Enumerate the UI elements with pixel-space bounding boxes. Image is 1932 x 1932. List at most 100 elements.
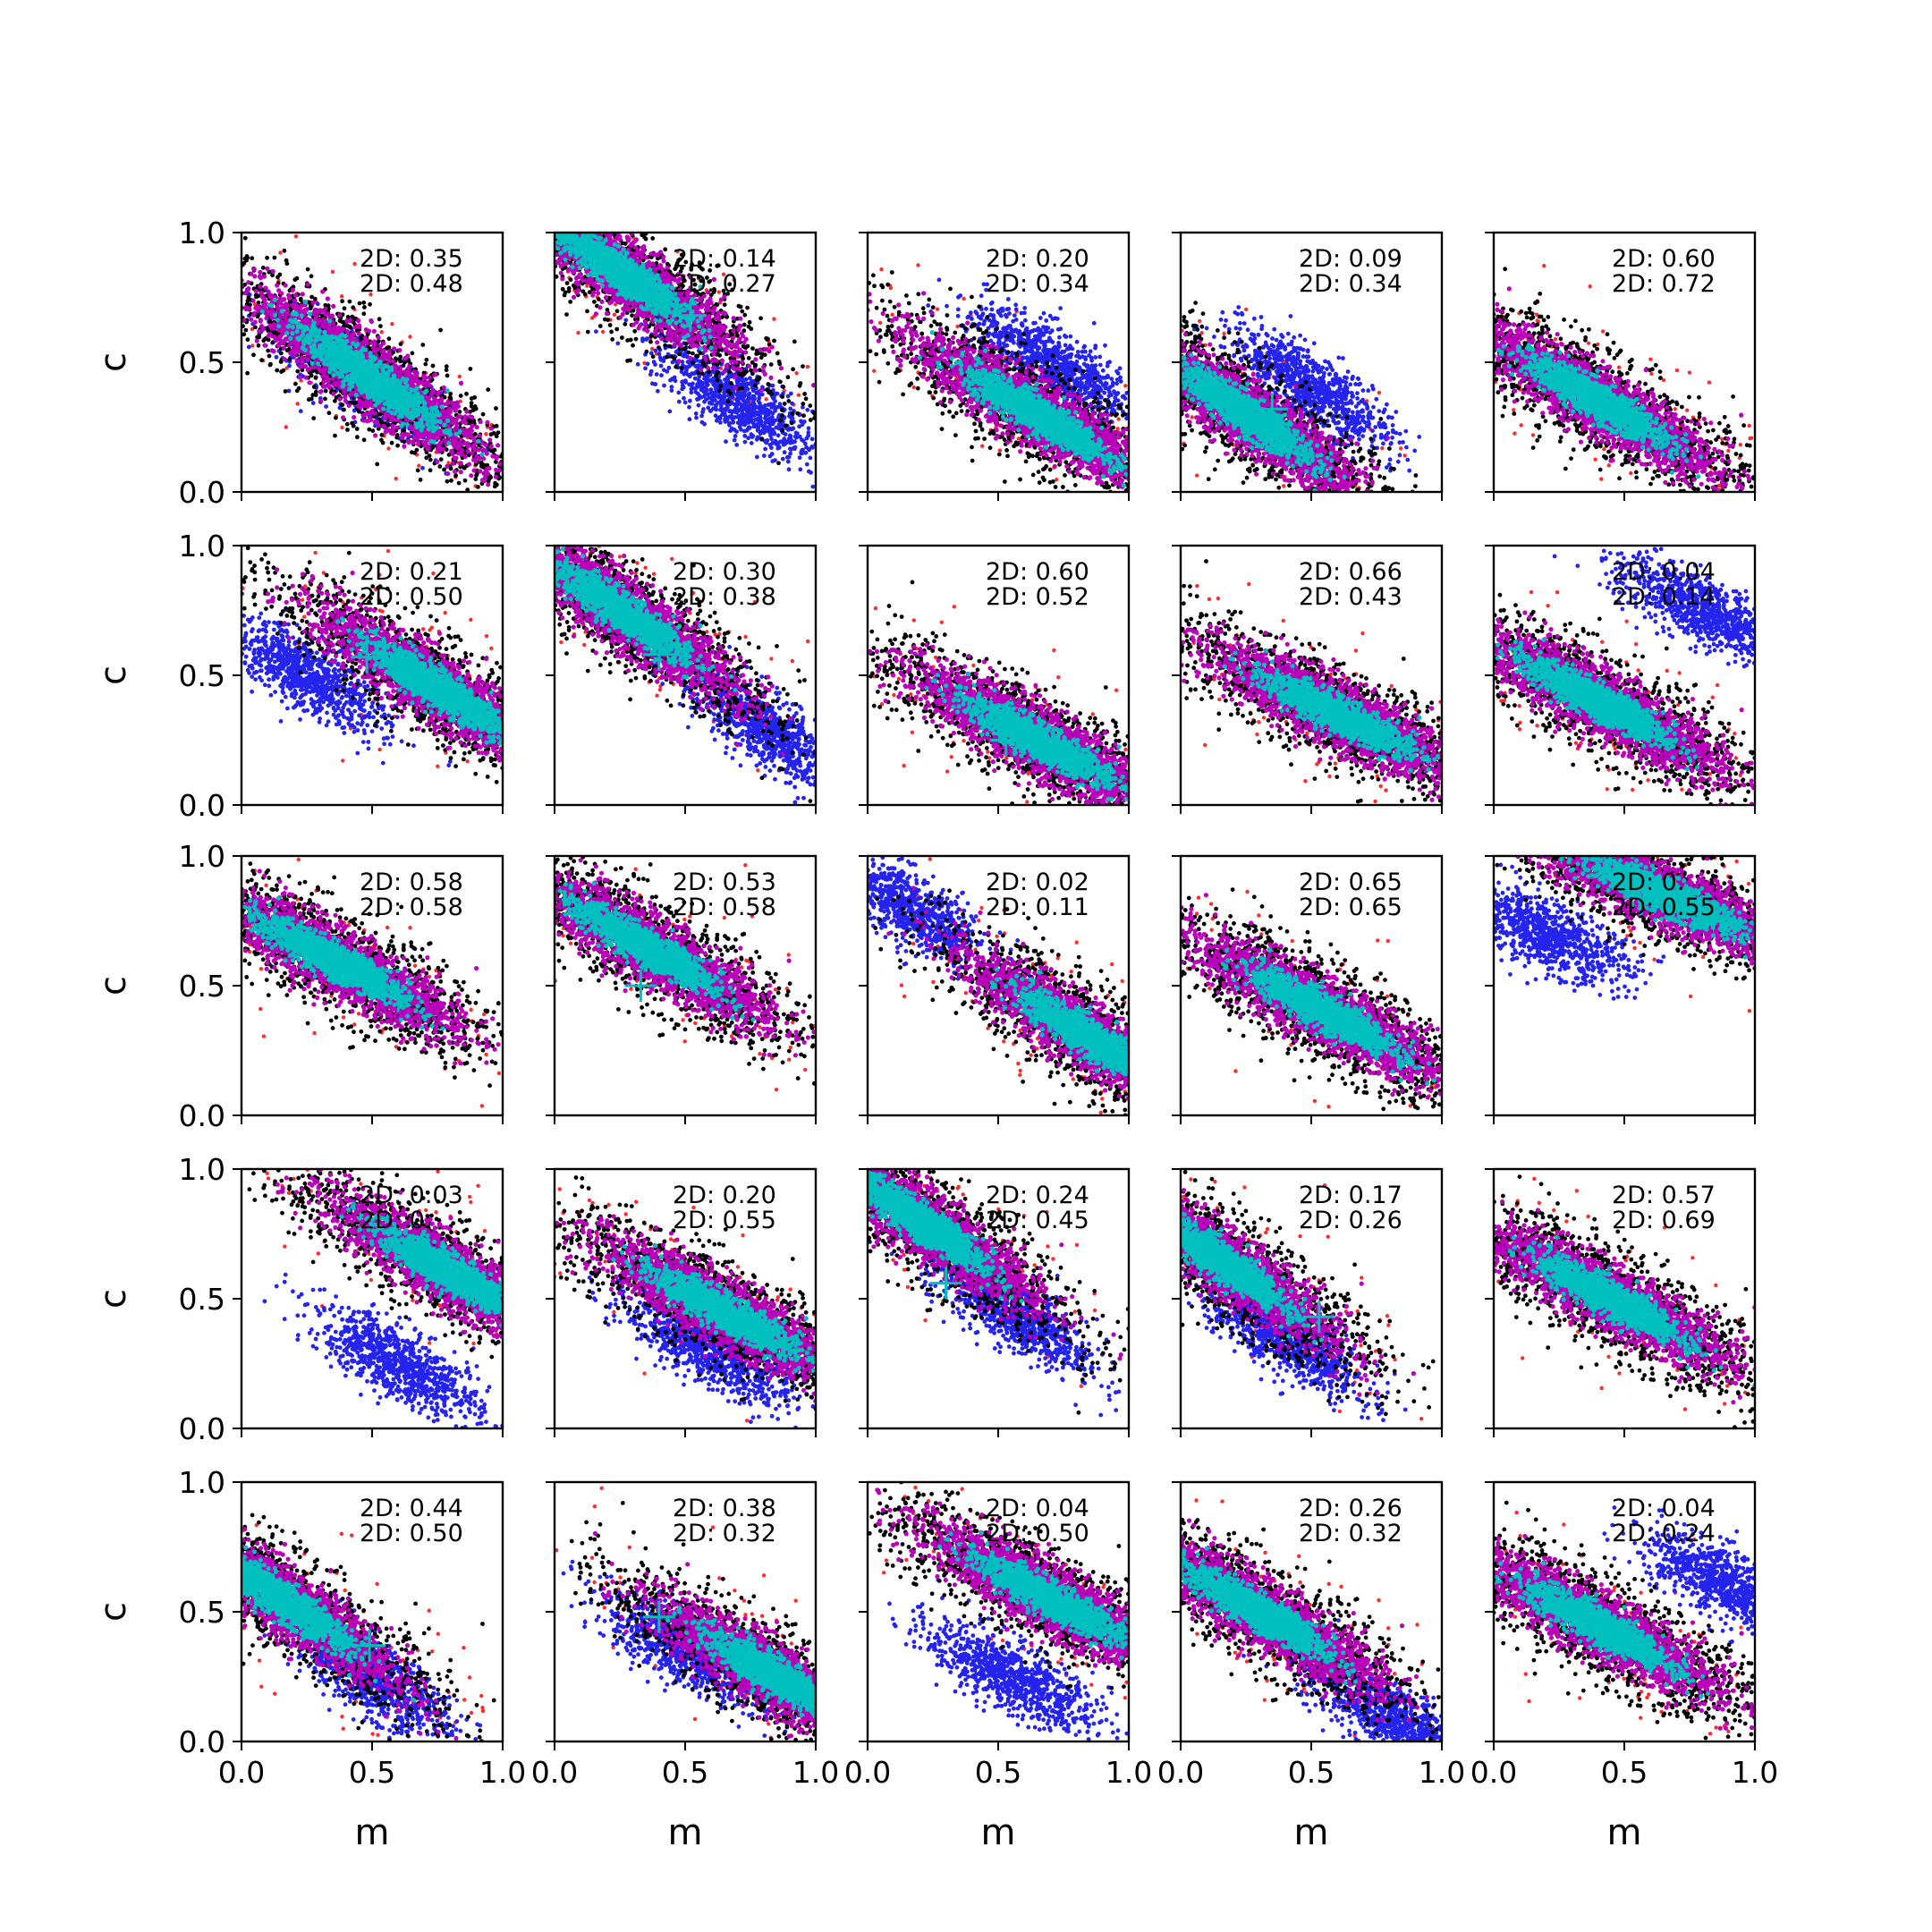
annotation-2d-2: 2D: 0.45 [986, 1207, 1089, 1234]
annotation-2d-1: 2D: 0.60 [986, 558, 1089, 586]
annotation-2d-1: 2D: 0.58 [360, 869, 463, 896]
y-axis-label: c [93, 1602, 134, 1622]
annotation-2d-2: 2D: 0.50 [360, 583, 463, 611]
annotation-2d-1: 2D: 0.02 [986, 869, 1089, 896]
x-tick-label: 0.5 [1601, 1755, 1648, 1790]
y-tick-label: 0.5 [179, 345, 225, 380]
y-tick-label: 1.0 [179, 839, 225, 874]
annotation-2d-1: 2D: 0.30 [673, 558, 776, 586]
scatter-points-8 [868, 580, 1131, 808]
y-tick-label: 0.0 [179, 475, 225, 510]
annotation-2d-2: 2D: 0.48 [360, 270, 463, 298]
annotation-2d-1: 2D: 0.66 [1299, 558, 1402, 586]
annotation-2d-1: 2D: 0. [1612, 869, 1684, 896]
annotation-2d-1: 2D: 0.44 [360, 1495, 463, 1522]
annotation-2d-2: 2D: 0.38 [673, 583, 776, 611]
annotation-2d-1: 2D: 0.03 [360, 1182, 463, 1209]
y-tick-label: 1.0 [179, 1152, 225, 1187]
y-axis-label: c [93, 352, 134, 372]
x-tick-label: 0.0 [531, 1755, 578, 1790]
annotation-2d-2: 2D: 0.27 [673, 270, 776, 298]
annotation-2d-2: 2D: 0.32 [1299, 1520, 1402, 1547]
annotation-2d-2: 2D: 0.55 [673, 1207, 776, 1234]
annotation-2d-1: 2D: 0.04 [986, 1495, 1089, 1522]
x-axis-label: m [981, 1812, 1016, 1853]
x-tick-label: 0.5 [975, 1755, 1021, 1790]
annotation-2d-2: 2D: 0.11 [986, 894, 1089, 921]
scatter-points-21 [239, 1513, 496, 1743]
annotation-2d-2: 2D: 0.50 [986, 1520, 1089, 1547]
annotation-2d-2: 2D: 0.58 [673, 894, 776, 921]
x-tick-label: 0.0 [218, 1755, 265, 1790]
annotation-2d-1: 2D: 0.65 [1299, 869, 1402, 896]
subplot-15: 2D: 0.2D: 0.55 [1485, 853, 1758, 1124]
annotation-2d-1: 2D: 0.26 [1299, 1495, 1402, 1522]
y-tick-label: 0.0 [179, 1098, 225, 1133]
annotation-2d-2: 2D: 0.55 [1612, 894, 1716, 921]
annotation-2d-1: 2D: 0.20 [673, 1182, 776, 1209]
x-tick-label: 0.0 [844, 1755, 891, 1790]
scatter-points-5 [1491, 264, 1755, 494]
annotation-2d-1: 2D: 0.21 [360, 558, 463, 586]
annotation-2d-2: 2D: 0.65 [1299, 894, 1402, 921]
annotation-2d-1: 2D: 0.53 [673, 869, 776, 896]
x-tick-label: 1.0 [1732, 1755, 1778, 1790]
annotation-2d-2: 2D: 0.58 [360, 894, 463, 921]
annotation-2d-1: 2D: 0.04 [1612, 1495, 1716, 1522]
annotation-2d-2: 2D: 0.14 [1612, 583, 1716, 611]
y-tick-label: 0.5 [179, 1595, 225, 1630]
annotation-2d-1: 2D: 0.09 [1299, 245, 1402, 273]
x-tick-label: 0.5 [1288, 1755, 1335, 1790]
y-axis-label: c [93, 665, 134, 685]
x-tick-label: 0.5 [662, 1755, 708, 1790]
x-axis-label: m [668, 1812, 703, 1853]
y-tick-label: 1.0 [179, 529, 225, 564]
annotation-2d-1: 2D: 0.24 [986, 1182, 1089, 1209]
y-tick-label: 0.0 [179, 788, 225, 823]
x-tick-label: 0.5 [349, 1755, 395, 1790]
annotation-2d-2: 2D: 0.34 [986, 270, 1089, 298]
annotation-2d-2: 2D: 0.72 [1612, 270, 1716, 298]
y-tick-label: 0.5 [179, 658, 225, 693]
annotation-2d-2: 2D: 0.69 [1612, 1207, 1716, 1234]
x-axis-label: m [355, 1812, 390, 1853]
annotation-2d-1: 2D: 0.60 [1612, 245, 1716, 273]
annotation-2d-1: 2D: 0.20 [986, 245, 1089, 273]
y-tick-label: 1.0 [179, 216, 225, 250]
x-axis-label: m [1294, 1812, 1329, 1853]
annotation-2d-2: 2D: 0.32 [673, 1520, 776, 1547]
annotation-2d-2: 2D: 0.43 [1299, 583, 1402, 611]
annotation-2d-1: 2D: 0.04 [1612, 558, 1716, 586]
annotation-2d-2: 2D: 0.50 [360, 1520, 463, 1547]
x-tick-label: 1.0 [1419, 1755, 1465, 1790]
y-axis-label: c [93, 976, 134, 996]
annotation-2d-1: 2D: 0.35 [360, 245, 463, 273]
annotation-2d-2: 2D: 0.34 [1299, 270, 1402, 298]
annotation-2d-1: 2D: 0.57 [1612, 1182, 1716, 1209]
y-tick-label: 1.0 [179, 1465, 225, 1500]
annotation-2d-2: 2D: 0.26 [1299, 1207, 1402, 1234]
x-tick-label: 0.0 [1157, 1755, 1204, 1790]
annotation-2d-2: 2D: 0.24 [1612, 1520, 1716, 1547]
scatter-points-3 [866, 263, 1131, 494]
x-tick-label: 1.0 [479, 1755, 526, 1790]
x-tick-label: 0.0 [1470, 1755, 1517, 1790]
